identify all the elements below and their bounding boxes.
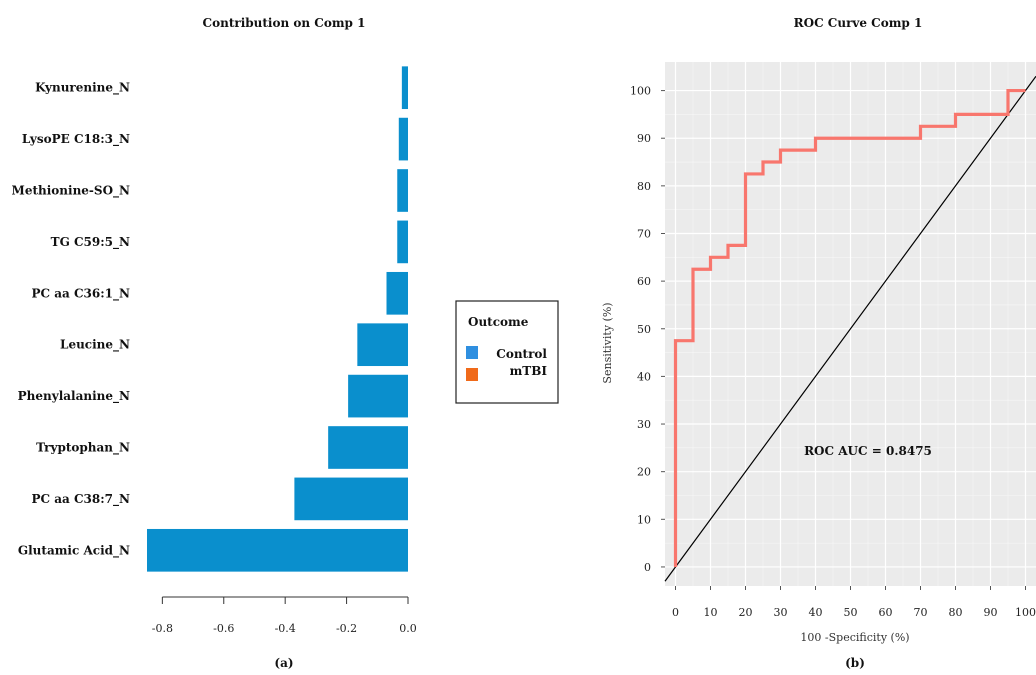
legend-title: Outcome — [468, 315, 529, 329]
roc-series — [664, 75, 1036, 582]
roc-y-axis-title: Sensitivity (%) — [601, 302, 614, 383]
bar-2 — [397, 169, 408, 212]
roc-x-tick-label-8: 80 — [949, 606, 963, 619]
roc-y-tick-label-7: 70 — [637, 227, 651, 240]
roc-chart-title: ROC Curve Comp 1 — [794, 16, 923, 30]
bar-9 — [147, 528, 408, 572]
roc-curve-line — [673, 88, 1026, 567]
roc-x-tick-label-2: 20 — [739, 606, 753, 619]
bar-label-3: TG C59:5_N — [51, 235, 130, 250]
contribution-chart: Contribution on Comp 1 Kynurenine_N LysoP… — [12, 16, 417, 670]
bar-label-4: PC aa C36:1_N — [32, 286, 131, 301]
bar-5 — [357, 323, 408, 367]
contribution-x-tick-label-4: 0.0 — [399, 622, 417, 635]
bar-3 — [397, 220, 408, 264]
contribution-x-tick-label-2: -0.4 — [275, 622, 296, 635]
roc-y-tick-label-10: 100 — [630, 85, 651, 98]
caption-b: (b) — [845, 656, 865, 670]
contribution-x-tick-label-3: -0.2 — [336, 622, 357, 635]
bar-label-0: Kynurenine_N — [35, 81, 130, 96]
roc-x-tick-label-0: 0 — [672, 606, 679, 619]
roc-y-tick-label-2: 20 — [637, 466, 651, 479]
contribution-chart-title: Contribution on Comp 1 — [203, 16, 366, 30]
bar-label-8: PC aa C38:7_N — [32, 492, 131, 507]
roc-y-tick-label-3: 30 — [637, 418, 651, 431]
bar-label-9: Glutamic Acid_N — [18, 543, 130, 558]
roc-y-tick-label-6: 60 — [637, 275, 651, 288]
roc-x-tick-label-5: 50 — [844, 606, 858, 619]
bar-8 — [294, 477, 408, 521]
bar-label-7: Tryptophan_N — [36, 441, 130, 456]
roc-x-axis-title: 100 -Specificity (%) — [800, 631, 909, 644]
legend-label-control: Control — [496, 347, 547, 361]
bar-4 — [386, 271, 408, 315]
roc-x-tick-label-7: 70 — [914, 606, 928, 619]
outcome-legend: Outcome Control mTBI — [455, 300, 559, 404]
contribution-x-tick-label-0: -0.8 — [152, 622, 173, 635]
roc-x-tick-label-3: 30 — [774, 606, 788, 619]
bar-7 — [328, 426, 408, 469]
roc-auc-annotation: ROC AUC = 0.8475 — [804, 444, 932, 458]
legend-swatch-control — [466, 346, 478, 359]
contribution-category-labels: Kynurenine_N LysoPE C18:3_N Methionine-SO_… — [12, 81, 131, 559]
roc-diagonal-line — [664, 75, 1036, 582]
roc-x-tick-label-4: 40 — [809, 606, 823, 619]
legend-swatch-mtbi — [466, 368, 478, 381]
caption-a: (a) — [274, 656, 293, 670]
roc-y-tick-label-5: 50 — [637, 323, 651, 336]
roc-chart: ROC Curve Comp 1 0 10 20 30 40 50 60 70 80 90 1000… — [601, 16, 1036, 670]
roc-y-tick-label-0: 0 — [644, 561, 651, 574]
bar-label-5: Leucine_N — [60, 338, 130, 353]
bar-label-2: Methionine-SO_N — [12, 184, 130, 199]
bar-1 — [398, 117, 408, 161]
roc-axis-ticks: 0 10 20 30 40 50 60 70 80 90 100 0 10 20 30 40 50 60 70 80 9… — [630, 85, 1036, 619]
roc-y-tick-label-4: 40 — [637, 370, 651, 383]
roc-y-tick-label-9: 90 — [637, 132, 651, 145]
roc-y-tick-label-8: 80 — [637, 180, 651, 193]
roc-x-tick-label-9: 90 — [984, 606, 998, 619]
contribution-x-axis: -0.8 -0.6 -0.4 -0.2 0.0 — [152, 596, 417, 635]
roc-y-tick-label-1: 10 — [637, 513, 651, 526]
bar-label-6: Phenylalanine_N — [18, 389, 130, 404]
bar-label-1: LysoPE C18:3_N — [22, 132, 130, 147]
roc-x-tick-label-1: 10 — [704, 606, 718, 619]
bar-6 — [348, 374, 408, 418]
legend-label-mtbi: mTBI — [510, 364, 548, 378]
roc-x-tick-label-6: 60 — [879, 606, 893, 619]
contribution-x-tick-label-1: -0.6 — [213, 622, 234, 635]
contribution-bars — [147, 66, 408, 572]
bar-0 — [401, 66, 408, 110]
roc-x-tick-label-10: 100 — [1015, 606, 1036, 619]
